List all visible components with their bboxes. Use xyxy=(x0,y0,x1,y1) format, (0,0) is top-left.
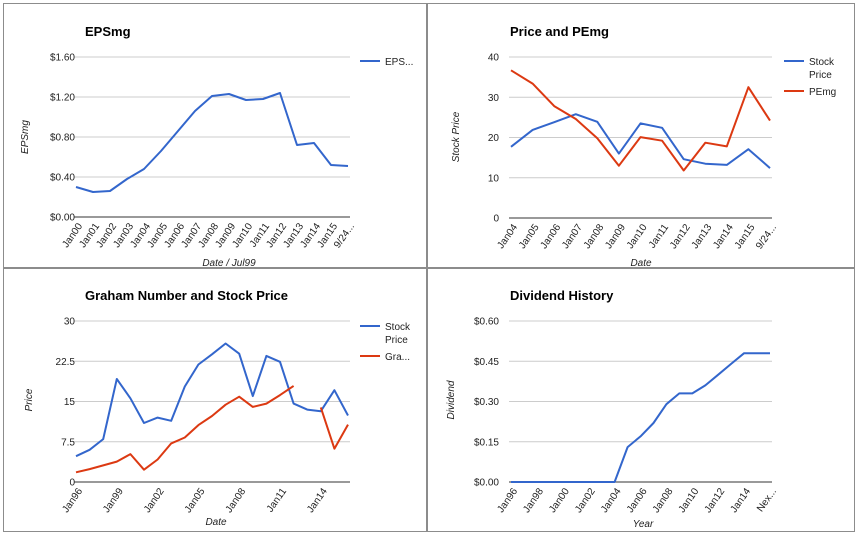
x-tick-label: Jan13 xyxy=(690,222,715,251)
y-tick-label: $1.60 xyxy=(50,53,75,64)
x-tick-label: Jan11 xyxy=(647,222,671,250)
y-tick-label: 10 xyxy=(488,173,500,184)
legend-label: EPS... xyxy=(385,57,413,68)
x-tick-label: Jan08 xyxy=(651,486,676,515)
y-tick-label: $1.20 xyxy=(50,93,75,104)
series-line xyxy=(510,69,771,172)
legend-label: Gra... xyxy=(385,352,410,363)
graham-chart: Graham Number and Stock Price 0 7.5 15 22.5 3… xyxy=(24,288,411,528)
y-axis-title: Dividend xyxy=(446,380,457,419)
x-tick-label: Jan10 xyxy=(625,222,650,251)
eps-chart: EPSmg$0.00$0.40$0.80$1.20$1.60Jan00Jan01… xyxy=(20,24,413,268)
x-tick-label: Jan12 xyxy=(668,222,693,251)
x-tick-label: Jan04 xyxy=(599,486,624,515)
x-tick-label: Jan05 xyxy=(183,486,208,515)
x-tick-label: Jan98 xyxy=(521,486,546,515)
x-axis-title: Date / Jul99 xyxy=(202,258,256,268)
x-tick-label: Jan07 xyxy=(560,222,585,251)
price-pe-chart-panel: Price and PEmg 0 10 20 30 40 Jan04 Jan05 Jan06 Ja… xyxy=(427,3,855,268)
y-tick-label: 30 xyxy=(488,93,500,104)
x-tick-label: Jan12 xyxy=(703,486,728,515)
legend-label: Stock xyxy=(385,322,411,333)
y-tick-label: 0 xyxy=(493,214,499,225)
y-tick-label: 15 xyxy=(64,397,76,408)
x-tick-label: Jan96 xyxy=(495,486,520,515)
y-tick-label: 0 xyxy=(69,478,75,489)
legend-label: PEmg xyxy=(809,87,836,98)
y-tick-label: 7.5 xyxy=(61,437,75,448)
chart-title: Dividend History xyxy=(510,288,614,303)
y-tick-label: $0.15 xyxy=(474,437,499,448)
x-tick-label: Jan06 xyxy=(539,222,564,251)
y-tick-label: $0.80 xyxy=(50,133,75,144)
x-axis-title: Date xyxy=(630,258,652,268)
x-tick-label: Jan96 xyxy=(60,486,85,515)
series-line xyxy=(510,113,771,169)
series-line xyxy=(75,342,349,458)
y-axis-title: Stock Price xyxy=(451,111,462,162)
series-line xyxy=(75,385,295,474)
x-tick-label: Jan08 xyxy=(582,222,607,251)
x-tick-label: Jan04 xyxy=(495,222,520,251)
series-line xyxy=(75,92,349,193)
x-tick-label: Jan14 xyxy=(711,222,736,251)
price-pe-chart: Price and PEmg010203040Jan04Jan05Jan06Ja… xyxy=(451,24,836,268)
graham-chart-panel: Graham Number and Stock Price 0 7.5 15 22.5 3… xyxy=(3,268,427,532)
chart-title: Price and PEmg xyxy=(510,24,609,39)
y-tick-label: $0.60 xyxy=(474,317,499,328)
y-tick-label: $0.00 xyxy=(50,213,75,224)
legend-label-line2: Price xyxy=(385,335,408,346)
x-tick-label: Jan99 xyxy=(101,486,126,515)
x-tick-label: Jan15 xyxy=(733,222,758,251)
y-axis-title: Price xyxy=(24,388,35,411)
y-tick-label: 20 xyxy=(488,133,500,144)
x-tick-label: Jan14 xyxy=(729,486,754,515)
x-tick-label: Jan02 xyxy=(142,486,167,515)
y-axis-title: EPSmg xyxy=(20,120,31,154)
x-tick-label: Jan00 xyxy=(547,486,572,515)
x-tick-label: Jan08 xyxy=(224,486,249,515)
x-tick-label: 9/24... xyxy=(754,222,779,251)
y-tick-label: 22.5 xyxy=(56,357,76,368)
chart-title: Graham Number and Stock Price xyxy=(85,288,288,303)
y-tick-label: 40 xyxy=(488,53,500,64)
legend-label: Stock xyxy=(809,57,835,68)
x-tick-label: Jan14 xyxy=(305,486,330,515)
dividend-chart-panel: Dividend History $0.00 $0.15 $0.30 $0.45 $0.6… xyxy=(427,268,855,532)
x-tick-label: Jan09 xyxy=(603,222,628,251)
series-line xyxy=(511,352,770,483)
y-tick-label: 30 xyxy=(64,317,76,328)
x-axis-title: Date xyxy=(205,517,227,528)
x-tick-label: Nex... xyxy=(755,486,779,514)
x-tick-label: Jan11 xyxy=(265,486,289,514)
eps-chart-panel: EPSmg $0.00 $0.40 $0.80 $1.20 $1.60 Jan00 Jan01… xyxy=(3,3,427,268)
x-tick-label: Jan05 xyxy=(517,222,542,251)
y-tick-label: $0.00 xyxy=(474,478,499,489)
y-tick-label: $0.45 xyxy=(474,357,499,368)
x-tick-label: Jan02 xyxy=(573,486,598,515)
x-tick-label: Jan10 xyxy=(677,486,702,515)
series-line xyxy=(319,407,349,450)
x-axis-title: Year xyxy=(633,519,654,530)
legend-label-line2: Price xyxy=(809,70,832,81)
y-tick-label: $0.40 xyxy=(50,173,75,184)
chart-title: EPSmg xyxy=(85,24,131,39)
y-tick-label: $0.30 xyxy=(474,397,499,408)
x-tick-label: Jan06 xyxy=(625,486,650,515)
dividend-chart: Dividend History $0.00 $0.15 $0.30 $0.45 $0.6… xyxy=(446,288,779,530)
